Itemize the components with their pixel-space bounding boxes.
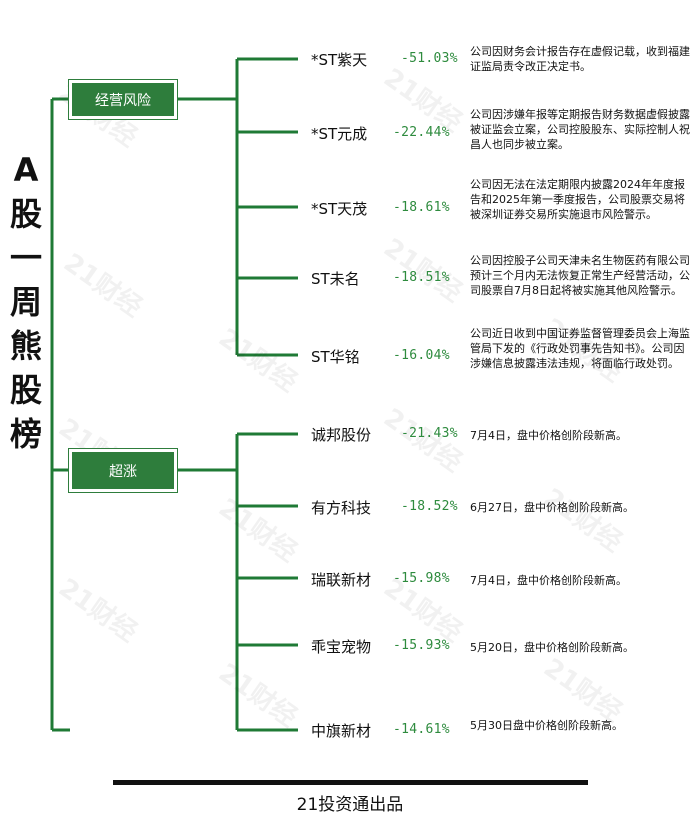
stock-change: -21.43%: [401, 426, 458, 441]
stock-name: *ST元成: [311, 125, 368, 143]
title-char: 周: [9, 283, 42, 321]
stock-change: -14.61%: [393, 722, 450, 737]
page-title: A 股 一 周 熊 股 榜: [4, 148, 48, 456]
stock-name: ST未名: [311, 270, 360, 288]
category-operating-risk: 经营风险: [72, 83, 174, 116]
stock-name: ST华铭: [311, 348, 360, 366]
stock-name: 瑞联新材: [311, 571, 372, 589]
stock-name: 乖宝宠物: [311, 638, 372, 656]
stock-note: 公司因涉嫌年报等定期报告财务数据虚假披露被证监会立案，公司控股股东、实际控制人祝…: [470, 108, 690, 151]
stock-change: -18.52%: [401, 499, 458, 514]
stock-change: -18.61%: [393, 200, 450, 215]
stock-change: -15.98%: [393, 571, 450, 586]
stock-note: 公司因控股子公司天津未名生物医药有限公司预计三个月内无法恢复正常生产经营活动，公…: [470, 254, 690, 297]
stock-note: 7月4日，盘中价格创阶段新高。: [470, 574, 627, 587]
stock-note: 5月20日，盘中价格创阶段新高。: [470, 641, 634, 654]
stock-name: *ST天茂: [311, 200, 368, 218]
footer-divider: [113, 780, 588, 785]
stock-change: -18.51%: [393, 270, 450, 285]
stock-note: 公司因无法在法定期限内披露2024年年度报告和2025年第一季度报告，公司股票交…: [470, 178, 685, 221]
stock-change: -16.04%: [393, 348, 450, 363]
title-char: 榜: [9, 415, 42, 453]
title-char: 熊: [9, 327, 42, 365]
title-char: 一: [9, 239, 42, 277]
stock-name: *ST紫天: [311, 51, 368, 69]
stock-note: 公司近日收到中国证券监督管理委员会上海监管局下发的《行政处罚事先告知书》。公司因…: [470, 327, 690, 370]
stock-change: -15.93%: [393, 638, 450, 653]
stock-note: 6月27日，盘中价格创阶段新高。: [470, 501, 634, 514]
title-char: 股: [9, 195, 42, 233]
title-char: 股: [9, 371, 42, 409]
category-overbought: 超涨: [72, 452, 174, 489]
stock-change: -22.44%: [393, 125, 450, 140]
stock-note: 5月30日盘中价格创阶段新高。: [470, 719, 623, 732]
stock-name: 有方科技: [311, 499, 372, 517]
stock-name: 诚邦股份: [311, 426, 372, 444]
title-char: A: [13, 151, 39, 189]
stock-note: 公司因财务会计报告存在虚假记载，收到福建证监局责令改正决定书。: [470, 45, 690, 73]
stock-name: 中旗新材: [311, 722, 372, 740]
footer-credit: 21投资通出品: [296, 795, 404, 815]
stock-change: -51.03%: [401, 51, 458, 66]
stock-note: 7月4日，盘中价格创阶段新高。: [470, 429, 627, 442]
